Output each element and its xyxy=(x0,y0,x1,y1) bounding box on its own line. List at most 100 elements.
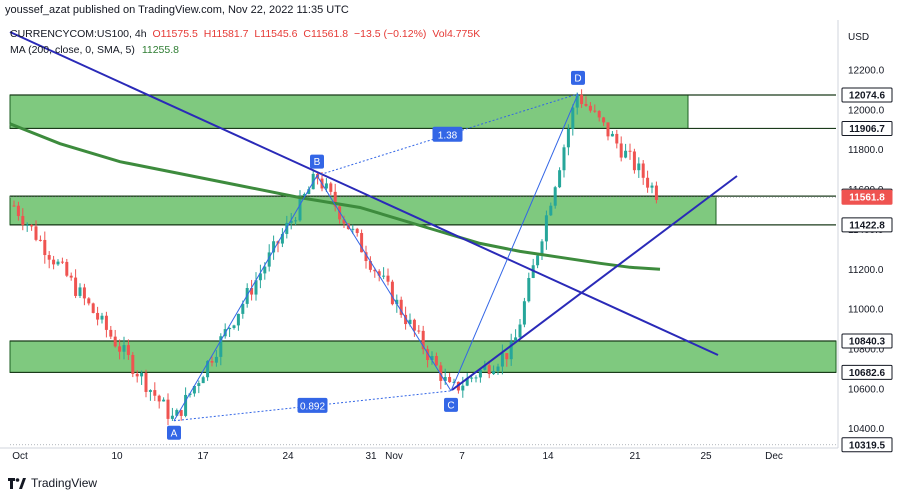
price-label: 12074.6 xyxy=(849,90,886,101)
pattern-point-label: A xyxy=(171,428,178,439)
candle-body xyxy=(606,122,610,137)
candle-body xyxy=(113,336,117,347)
candle-body xyxy=(34,226,38,240)
candle-body xyxy=(60,261,64,263)
ratio-label: 0.892 xyxy=(300,401,325,412)
candle-body xyxy=(192,386,196,394)
candle-body xyxy=(641,163,645,178)
candle-body xyxy=(382,275,386,277)
candle-body xyxy=(157,395,161,402)
candle-body xyxy=(206,360,210,378)
x-tick-label: 7 xyxy=(459,451,465,462)
candle-body xyxy=(294,220,298,222)
symbol-legend: CURRENCYCOM:US100, 4h O11575.5 H11581.7 … xyxy=(10,28,480,40)
candle-body xyxy=(452,381,456,383)
candle-body xyxy=(250,288,254,295)
candle-body xyxy=(426,349,430,361)
x-tick-label: 21 xyxy=(629,451,641,462)
descending-trendline xyxy=(9,31,719,356)
trendlines xyxy=(9,31,738,391)
brand-name[interactable]: TradingView xyxy=(31,476,98,490)
y-tick-label: 10800.0 xyxy=(848,345,885,356)
candle-body xyxy=(646,177,650,188)
candle-body xyxy=(580,94,584,105)
candle-body xyxy=(69,275,73,278)
candle-body xyxy=(509,341,513,360)
candle-body xyxy=(368,261,372,270)
candle-body xyxy=(593,110,597,112)
candle-body xyxy=(100,315,104,320)
candle-body xyxy=(351,228,355,230)
candle-body xyxy=(254,280,258,295)
price-label: 10682.6 xyxy=(849,368,886,379)
open-value: O11575.5 xyxy=(152,28,198,40)
candle-body xyxy=(74,277,78,296)
x-tick-label: 24 xyxy=(282,451,294,462)
candle-body xyxy=(448,377,452,383)
price-label-box xyxy=(841,120,893,136)
ratio-badge xyxy=(297,397,328,413)
candle-body xyxy=(654,185,658,201)
harmonic-pattern: A B C D 1.38 0.892 xyxy=(167,70,585,440)
candle-body xyxy=(575,94,579,108)
current-price-box xyxy=(841,189,893,205)
candle-body xyxy=(619,143,623,158)
ma-label[interactable]: MA (200, close, 0, SMA, 5) xyxy=(10,44,135,56)
ma-legend: MA (200, close, 0, SMA, 5) 11255.8 xyxy=(10,44,179,56)
x-tick-label: 31 xyxy=(365,451,377,462)
candle-body xyxy=(412,319,416,331)
candle-body xyxy=(632,151,636,171)
price-label-box xyxy=(841,364,893,380)
candle-body xyxy=(355,228,359,234)
pattern-point-badge xyxy=(444,397,458,412)
candle-body xyxy=(505,353,509,360)
candle-body xyxy=(544,215,548,242)
pattern-point-label: D xyxy=(574,73,581,84)
candle-body xyxy=(434,355,438,366)
pattern-ratio-line xyxy=(173,390,452,422)
candle-body xyxy=(210,360,214,363)
candle-body xyxy=(118,346,122,352)
symbol-name[interactable]: CURRENCYCOM:US100, 4h xyxy=(10,28,147,40)
candle-body xyxy=(602,117,606,123)
candle-body xyxy=(478,369,482,378)
candle-body xyxy=(232,325,236,328)
candle-body xyxy=(153,390,157,396)
price-label: 11906.7 xyxy=(849,124,885,135)
candle-body xyxy=(492,371,496,375)
y-tick-label: 12200.0 xyxy=(848,66,885,77)
candle-body xyxy=(272,241,276,253)
candle-body xyxy=(104,315,108,330)
candle-body xyxy=(289,220,293,223)
pattern-point-label: C xyxy=(447,400,454,411)
pattern-leg xyxy=(173,175,318,422)
time-axis[interactable]: Oct 10 17 24 31 Nov 7 14 21 25 Dec xyxy=(12,451,783,462)
candle-body xyxy=(588,105,592,111)
candles xyxy=(12,89,658,426)
y-axis-unit: USD xyxy=(848,32,869,43)
candle-body xyxy=(175,410,179,416)
candle-body xyxy=(241,303,245,314)
footer: TradingView xyxy=(8,476,97,490)
candle-body xyxy=(179,410,183,416)
candle-body xyxy=(518,324,522,338)
price-label-box xyxy=(841,87,893,103)
publisher-line: youssef_azat published on TradingView.co… xyxy=(5,4,349,16)
low-value: L11545.6 xyxy=(254,28,298,40)
pattern-leg xyxy=(450,93,579,392)
zone-rect xyxy=(9,195,717,226)
candle-body xyxy=(408,319,412,325)
candle-body xyxy=(483,365,487,370)
candle-body xyxy=(549,205,553,216)
pattern-leg xyxy=(316,175,452,392)
x-tick-label: 10 xyxy=(111,451,123,462)
y-tick-label: 11800.0 xyxy=(848,145,884,156)
price-label-box xyxy=(841,333,893,349)
candle-body xyxy=(571,107,575,129)
ratio-badge xyxy=(432,126,463,142)
candle-body xyxy=(144,372,148,392)
candle-body xyxy=(170,415,174,419)
candle-body xyxy=(377,271,381,276)
candle-body xyxy=(421,330,425,350)
